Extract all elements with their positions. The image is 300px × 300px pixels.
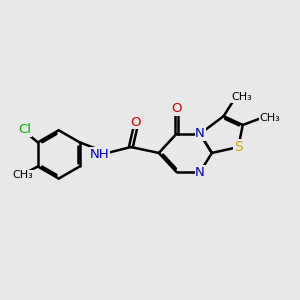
Text: CH₃: CH₃: [232, 92, 252, 102]
Text: CH₃: CH₃: [260, 113, 280, 123]
Text: N: N: [195, 127, 205, 140]
Text: Cl: Cl: [18, 123, 31, 136]
Text: O: O: [171, 102, 182, 115]
Text: O: O: [130, 116, 140, 128]
Text: S: S: [234, 140, 243, 154]
Text: CH₃: CH₃: [13, 170, 34, 180]
Text: N: N: [195, 166, 205, 178]
Text: NH: NH: [90, 148, 110, 161]
